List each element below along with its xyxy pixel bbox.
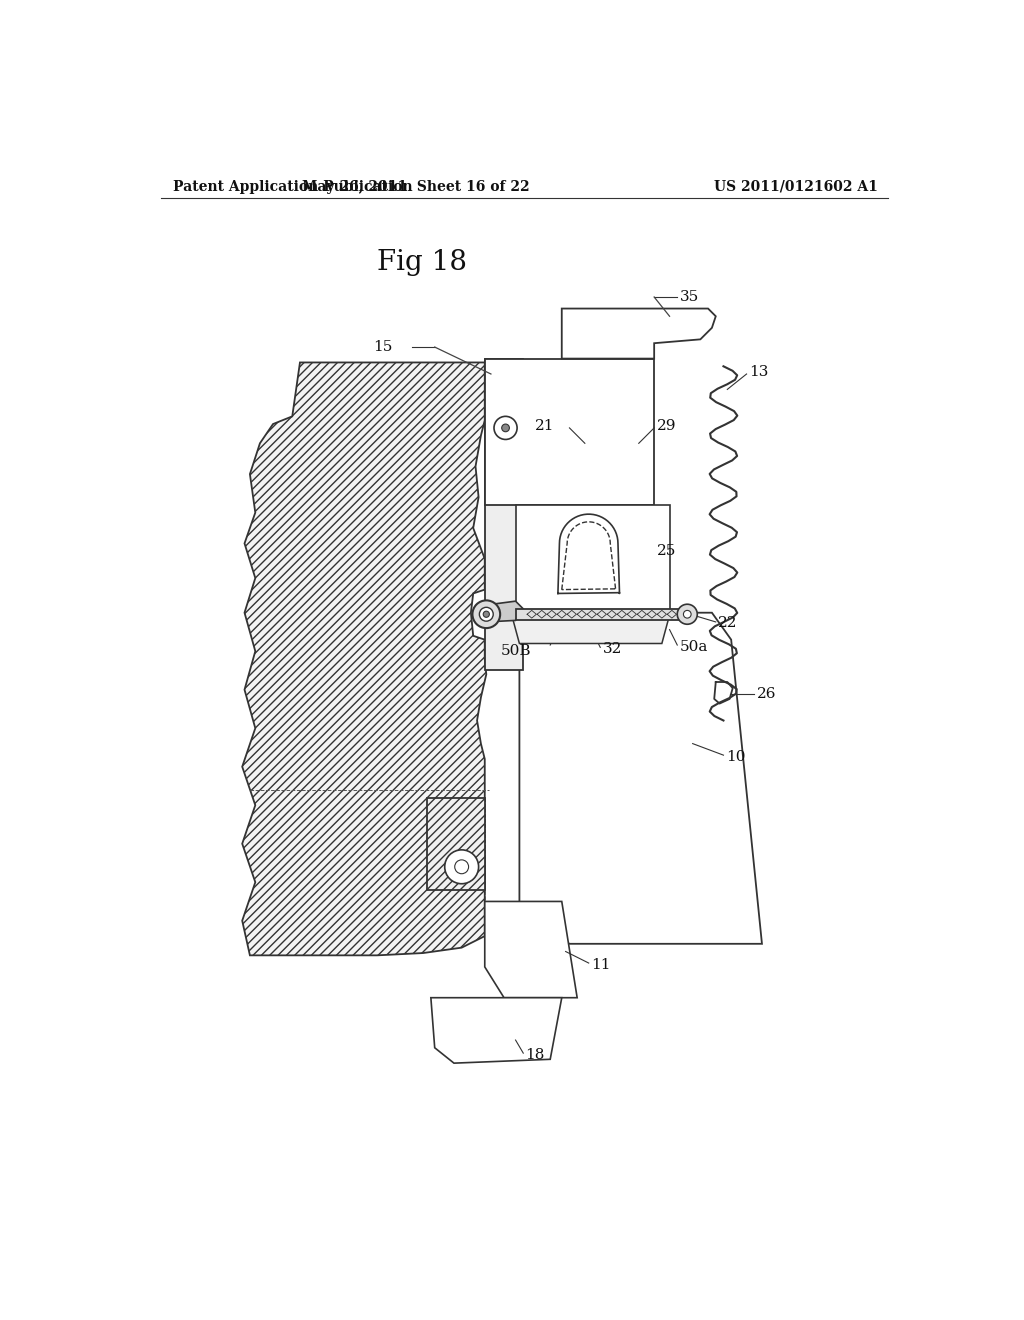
Text: 10: 10 <box>726 750 745 764</box>
Circle shape <box>444 850 478 884</box>
Polygon shape <box>562 309 716 359</box>
Circle shape <box>479 607 494 622</box>
Text: 22: 22 <box>718 616 737 631</box>
Text: Fig 18: Fig 18 <box>377 249 467 276</box>
Polygon shape <box>519 612 762 944</box>
Text: 21: 21 <box>535 420 554 433</box>
Text: 13: 13 <box>749 366 768 379</box>
Circle shape <box>502 424 509 432</box>
Text: 32: 32 <box>602 642 622 656</box>
Text: 15: 15 <box>373 341 392 354</box>
Polygon shape <box>431 998 562 1063</box>
Text: 11: 11 <box>591 957 610 972</box>
Polygon shape <box>515 609 685 619</box>
Circle shape <box>472 601 500 628</box>
Text: 18: 18 <box>525 1048 545 1061</box>
Circle shape <box>455 859 469 874</box>
Circle shape <box>494 416 517 440</box>
Polygon shape <box>484 902 578 998</box>
Polygon shape <box>484 359 654 506</box>
Circle shape <box>677 605 697 624</box>
Text: 50B: 50B <box>501 644 531 659</box>
Text: Patent Application Publication: Patent Application Publication <box>173 180 413 194</box>
Text: 50a: 50a <box>680 640 708 655</box>
Text: US 2011/0121602 A1: US 2011/0121602 A1 <box>714 180 878 194</box>
Text: 26: 26 <box>757 686 776 701</box>
Circle shape <box>683 610 691 618</box>
Polygon shape <box>486 601 523 622</box>
Circle shape <box>483 611 489 618</box>
Text: 29: 29 <box>656 420 676 433</box>
Polygon shape <box>243 363 486 956</box>
Polygon shape <box>427 797 484 890</box>
Polygon shape <box>512 615 670 644</box>
Text: 35: 35 <box>680 290 699 304</box>
Polygon shape <box>484 359 523 671</box>
Polygon shape <box>515 506 670 612</box>
Text: 25: 25 <box>656 544 676 558</box>
Text: May 26, 2011  Sheet 16 of 22: May 26, 2011 Sheet 16 of 22 <box>302 180 529 194</box>
